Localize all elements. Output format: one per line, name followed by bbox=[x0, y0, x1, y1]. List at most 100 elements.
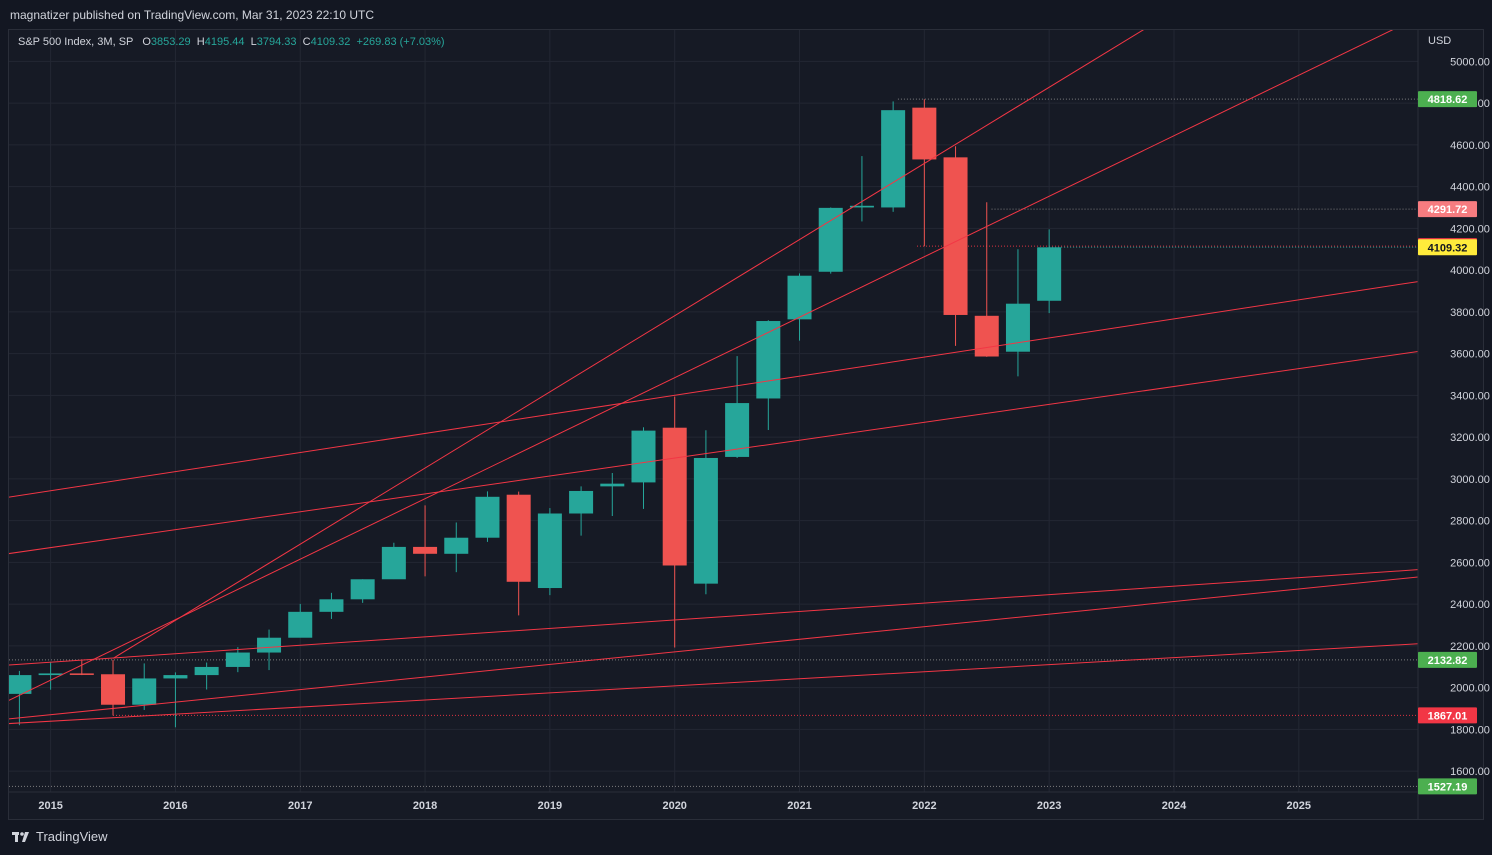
candle-up bbox=[350, 579, 375, 603]
candle-body bbox=[818, 207, 843, 272]
price-label-bg bbox=[1418, 239, 1477, 256]
candle-body bbox=[881, 110, 906, 208]
trendlines bbox=[9, 30, 1418, 725]
brand-text: TradingView bbox=[36, 829, 108, 844]
trendline bbox=[112, 30, 1145, 659]
candle-down bbox=[912, 99, 937, 247]
price-label-badge: 4818.62 bbox=[1418, 91, 1477, 108]
price-label-text: 4291.72 bbox=[1428, 204, 1468, 216]
price-label-bg bbox=[1418, 707, 1477, 724]
tradingview-brand[interactable]: TradingView bbox=[12, 829, 108, 844]
legend-close-value: 4109.32 bbox=[310, 36, 351, 48]
candle-up bbox=[818, 207, 843, 274]
legend-low-label: L bbox=[250, 36, 257, 48]
candle-up bbox=[288, 603, 313, 638]
candle-body bbox=[9, 675, 32, 694]
candle-up bbox=[163, 672, 188, 728]
candle-up bbox=[1005, 249, 1030, 377]
y-tick-label: 4000.00 bbox=[1450, 265, 1490, 277]
price-label-text: 4109.32 bbox=[1428, 242, 1468, 254]
grid-lines bbox=[9, 30, 1418, 792]
x-tick-label: 2023 bbox=[1037, 800, 1061, 812]
candle-up bbox=[569, 486, 594, 536]
candle-body bbox=[69, 673, 94, 675]
y-tick-label: 3400.00 bbox=[1450, 390, 1490, 402]
candle-up bbox=[132, 663, 157, 710]
candle-up bbox=[225, 647, 250, 673]
candle-down bbox=[943, 146, 968, 346]
price-label-bg bbox=[1418, 651, 1477, 668]
candle-up bbox=[444, 522, 469, 573]
y-tick-label: 3600.00 bbox=[1450, 349, 1490, 361]
candle-up bbox=[725, 356, 750, 458]
candle-up bbox=[600, 473, 625, 517]
price-label-badge: 4109.32 bbox=[1418, 239, 1477, 256]
ohlc-legend: S&P 500 Index, 3M, SP O3853.29 H4195.44 … bbox=[18, 36, 445, 48]
candle-body bbox=[537, 513, 562, 589]
candle-up bbox=[787, 273, 812, 341]
candle-up bbox=[881, 101, 906, 212]
candle-body bbox=[163, 675, 188, 679]
candle-down bbox=[974, 202, 999, 357]
candle-body bbox=[413, 546, 438, 554]
trendline bbox=[9, 569, 1418, 666]
price-label-badge: 1867.01 bbox=[1418, 707, 1477, 724]
x-tick-label: 2015 bbox=[38, 800, 62, 812]
candle-down bbox=[662, 396, 687, 648]
y-tick-label: 1600.00 bbox=[1450, 766, 1490, 778]
candle-body bbox=[444, 537, 469, 554]
y-tick-label: 1800.00 bbox=[1450, 724, 1490, 736]
candle-up bbox=[475, 491, 500, 542]
publisher-text: magnatizer published on TradingView.com,… bbox=[10, 8, 374, 22]
candle-up bbox=[381, 542, 406, 580]
candle-body bbox=[225, 652, 250, 667]
candle-body bbox=[506, 494, 531, 582]
price-label-text: 1867.01 bbox=[1428, 710, 1468, 722]
candle-body bbox=[756, 321, 781, 399]
legend-close-label: C bbox=[302, 36, 311, 48]
candle-body bbox=[350, 579, 375, 600]
x-tick-label: 2021 bbox=[787, 800, 811, 812]
candle-down bbox=[101, 659, 126, 716]
y-tick-label: 2400.00 bbox=[1450, 599, 1490, 611]
price-label-text: 1527.19 bbox=[1428, 781, 1468, 793]
x-tick-label: 2020 bbox=[662, 800, 686, 812]
price-label-text: 4818.62 bbox=[1428, 94, 1468, 106]
price-label-bg bbox=[1418, 91, 1477, 108]
trendline bbox=[9, 351, 1418, 555]
price-label-badge: 4291.72 bbox=[1418, 201, 1477, 218]
candle-body bbox=[569, 490, 594, 514]
footer-bar bbox=[0, 820, 1492, 855]
x-tick-label: 2025 bbox=[1287, 800, 1311, 812]
candle-body bbox=[132, 678, 157, 705]
y-tick-label: 2800.00 bbox=[1450, 516, 1490, 528]
candle-body bbox=[1037, 247, 1062, 301]
legend-open-value: 3853.29 bbox=[150, 36, 191, 48]
candle-body bbox=[194, 666, 219, 676]
candle-body bbox=[943, 157, 968, 315]
tradingview-logo-icon bbox=[12, 831, 29, 842]
x-tick-label: 2022 bbox=[912, 800, 936, 812]
legend-low-value: 3794.33 bbox=[256, 36, 297, 48]
x-tick-label: 2016 bbox=[163, 800, 187, 812]
candle-down bbox=[69, 659, 94, 676]
legend-change: +269.83 (+7.03%) bbox=[356, 36, 445, 48]
trendline bbox=[9, 576, 1418, 720]
candle-body bbox=[101, 674, 126, 705]
candle-up bbox=[631, 427, 656, 509]
price-label-bg bbox=[1418, 201, 1477, 218]
candle-body bbox=[475, 496, 500, 538]
candle-up bbox=[693, 430, 718, 595]
candle-up bbox=[257, 629, 282, 671]
x-tick-label: 2024 bbox=[1162, 800, 1187, 812]
candle-up bbox=[38, 662, 63, 690]
legend-high-value: 4195.44 bbox=[204, 36, 245, 48]
candle-body bbox=[257, 637, 282, 653]
candle-body bbox=[631, 430, 656, 483]
candle-body bbox=[974, 315, 999, 357]
y-tick-label: 2600.00 bbox=[1450, 557, 1490, 569]
price-label-text: 2132.82 bbox=[1428, 655, 1468, 667]
candle-body bbox=[693, 457, 718, 584]
price-label-badge: 1527.19 bbox=[1418, 778, 1477, 795]
